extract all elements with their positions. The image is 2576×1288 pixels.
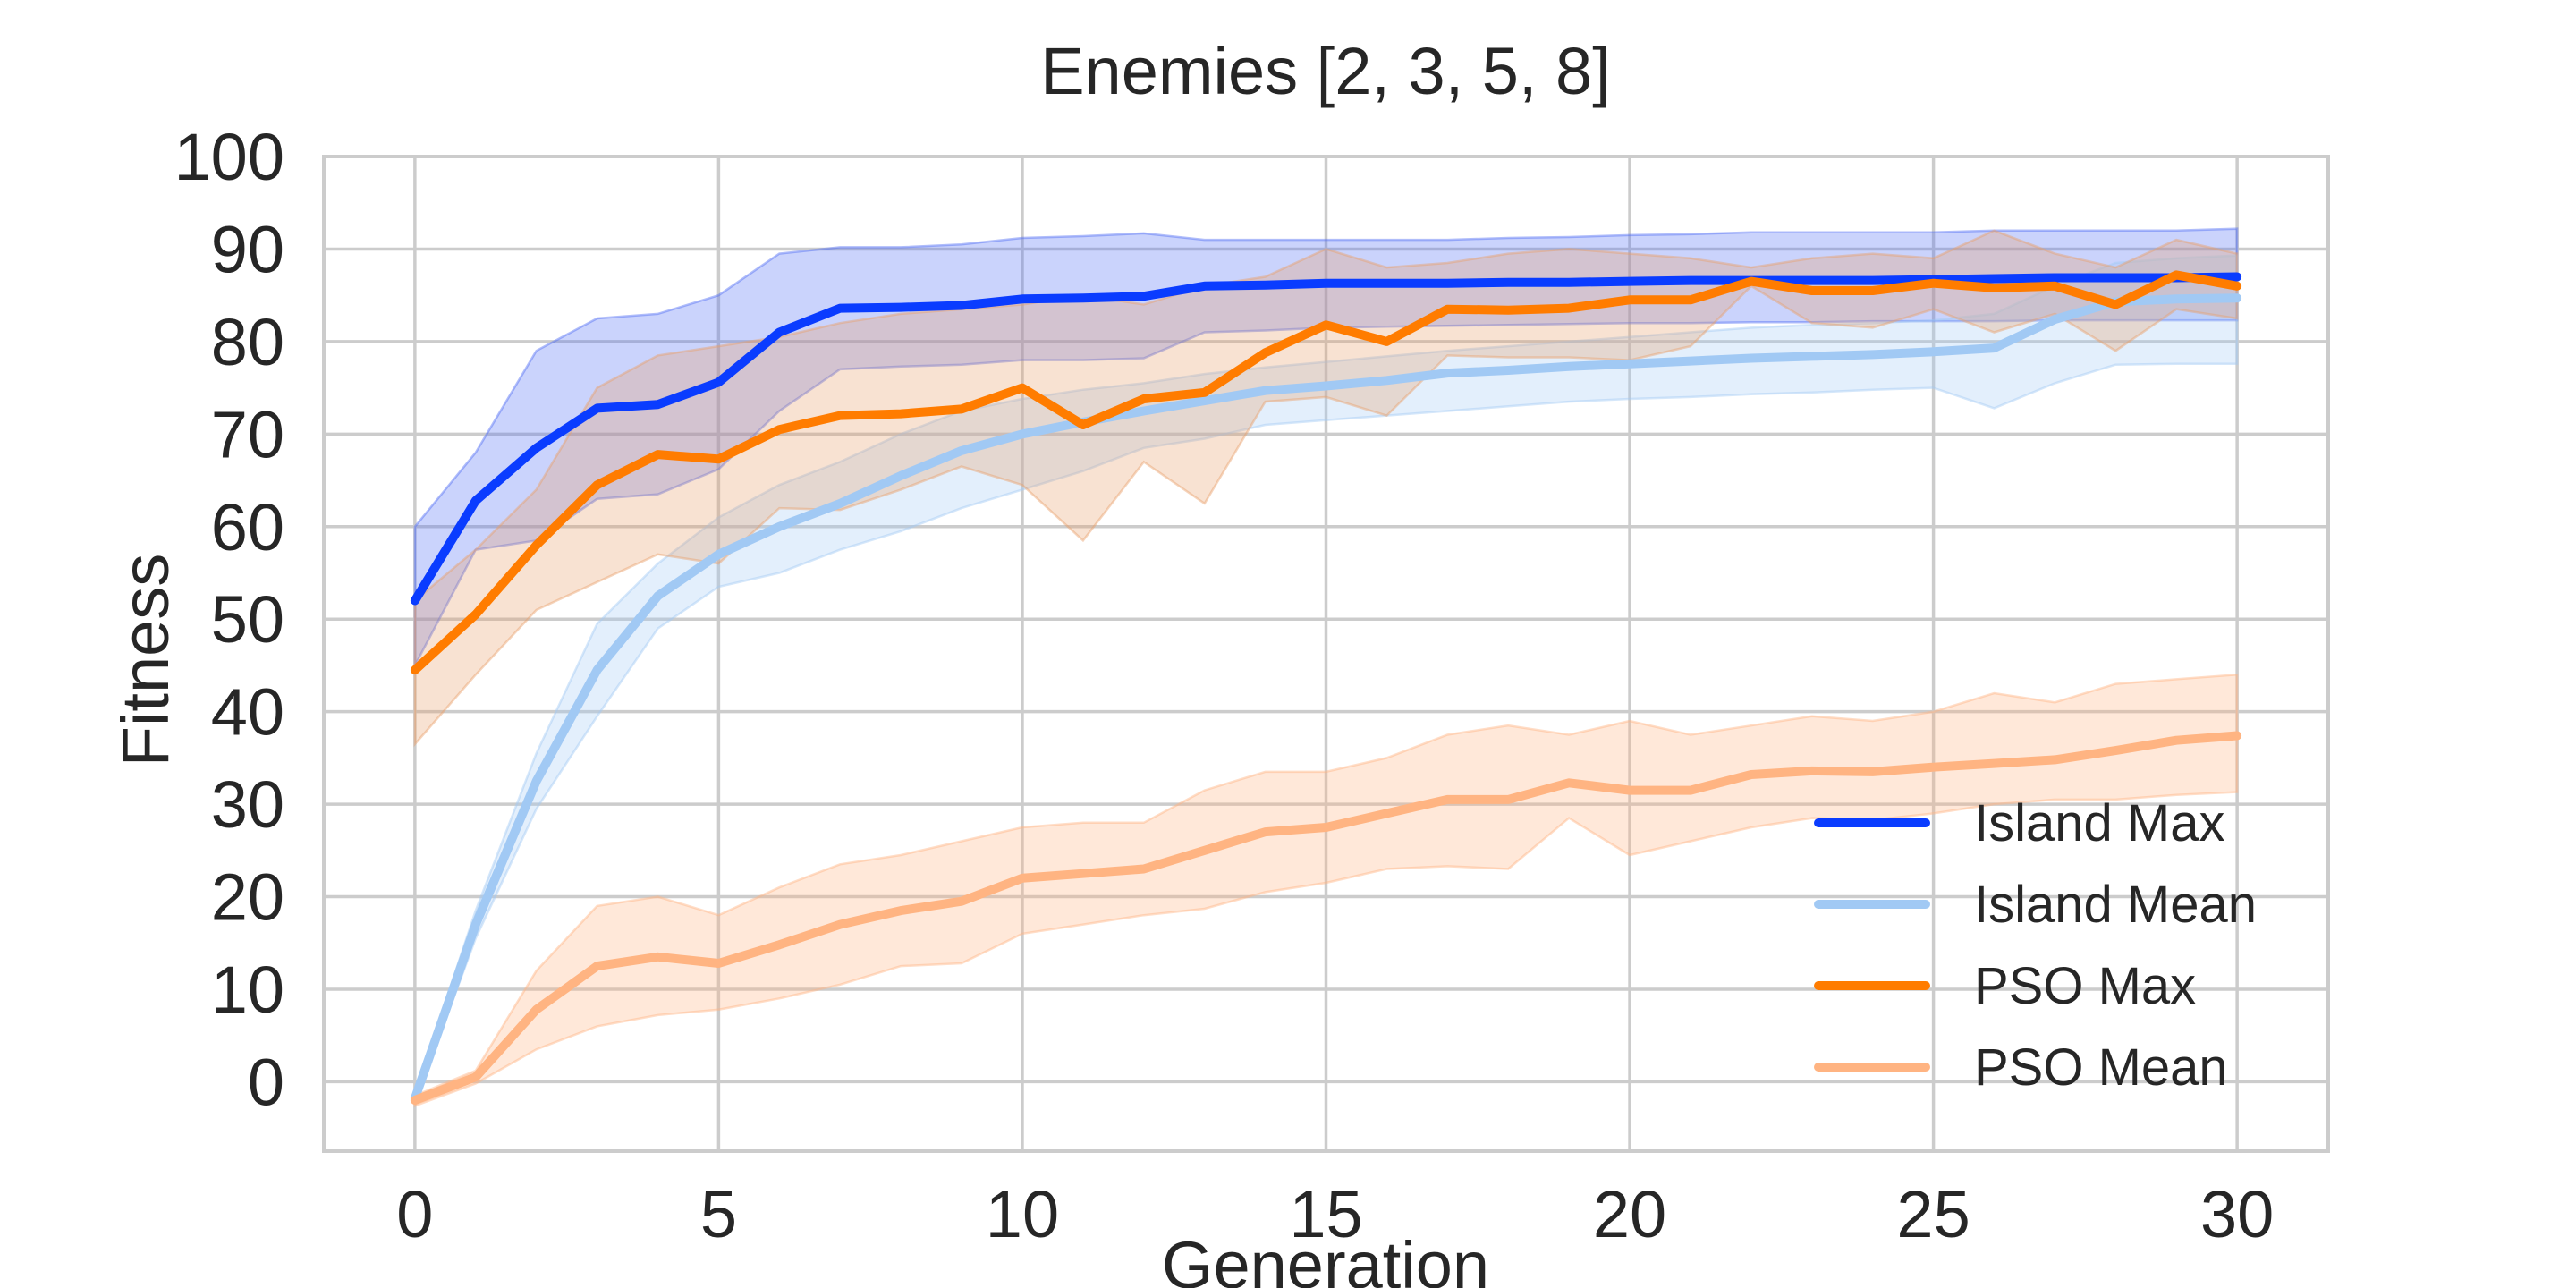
y-tick-label: 0 bbox=[248, 1045, 284, 1119]
pso-max-line bbox=[410, 270, 2242, 675]
x-tick-label: 15 bbox=[1289, 1177, 1362, 1251]
pso-mean-line bbox=[410, 731, 2242, 1106]
legend-label-pso-max: PSO Max bbox=[1974, 957, 2196, 1015]
x-tick-label: 0 bbox=[396, 1177, 433, 1251]
chart-title: Enemies [2, 3, 5, 8] bbox=[1040, 34, 1611, 108]
pso-mean-band bbox=[413, 673, 2239, 1108]
x-tick-label: 5 bbox=[700, 1177, 737, 1251]
series-lines bbox=[410, 270, 2242, 1106]
y-tick-label: 60 bbox=[211, 490, 284, 564]
x-tick-label: 20 bbox=[1593, 1177, 1666, 1251]
y-tick-labels: 0 10 20 30 40 50 60 70 80 90 100 bbox=[174, 120, 284, 1119]
y-tick-label: 80 bbox=[211, 305, 284, 379]
legend-label-island-max: Island Max bbox=[1974, 794, 2224, 852]
y-tick-label: 90 bbox=[211, 212, 284, 286]
y-tick-label: 40 bbox=[211, 675, 284, 750]
y-tick-label: 20 bbox=[211, 860, 284, 935]
x-tick-labels: 0 5 10 15 20 25 30 bbox=[396, 1177, 2274, 1251]
y-axis-label: Fitness bbox=[108, 554, 182, 767]
y-tick-label: 10 bbox=[211, 953, 284, 1027]
island-mean-line bbox=[410, 293, 2242, 1103]
plot-frame bbox=[322, 155, 2330, 1153]
x-tick-label: 10 bbox=[986, 1177, 1059, 1251]
x-tick-label: 25 bbox=[1896, 1177, 1970, 1251]
legend-label-island-mean: Island Mean bbox=[1974, 876, 2257, 934]
x-tick-label: 30 bbox=[2200, 1177, 2274, 1251]
y-tick-label: 50 bbox=[211, 582, 284, 657]
legend-label-pso-mean: PSO Mean bbox=[1974, 1038, 2228, 1097]
island-max-band bbox=[413, 227, 2239, 666]
y-tick-label: 70 bbox=[211, 397, 284, 471]
x-axis-label: Generation bbox=[1162, 1228, 1489, 1288]
legend: Island Max Island Mean PSO Max PSO Mean bbox=[1814, 794, 2257, 1097]
confidence-bands bbox=[413, 227, 2239, 1108]
y-tick-label: 100 bbox=[174, 120, 284, 194]
y-tick-label: 30 bbox=[211, 767, 284, 842]
grid bbox=[324, 155, 2328, 1151]
